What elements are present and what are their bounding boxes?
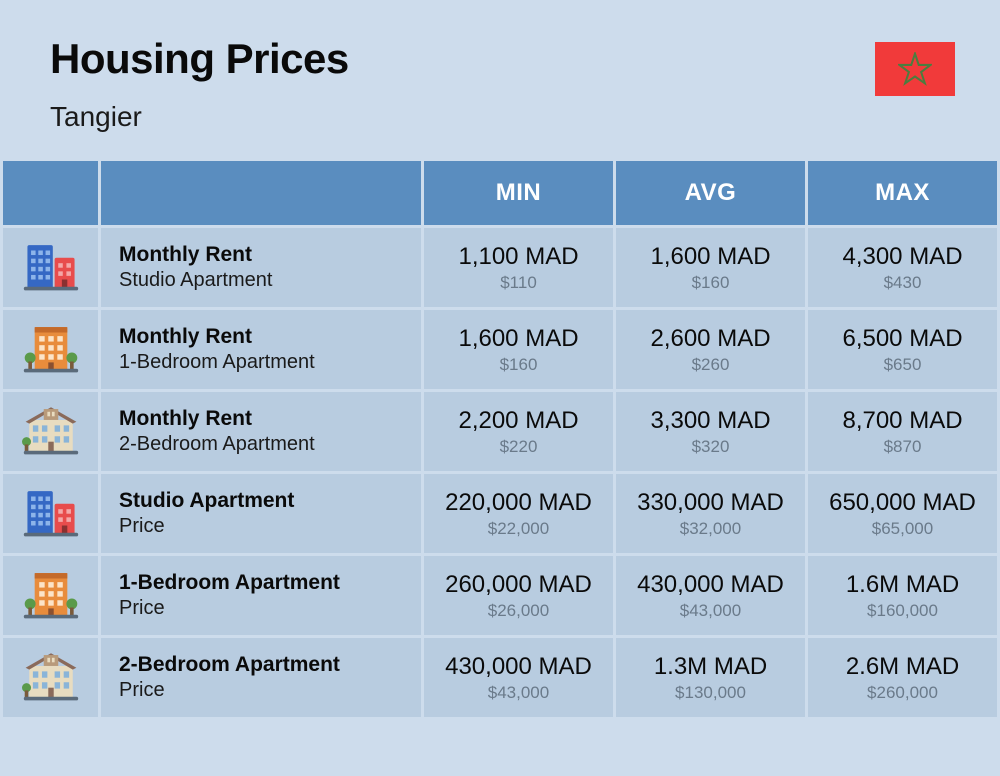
max-sub: $260,000 (816, 683, 989, 703)
row-title: 2-Bedroom Apartment (119, 653, 403, 677)
row-icon-building-orange (3, 556, 98, 635)
table-row: Studio Apartment Price 220,000 MAD $22,0… (3, 474, 997, 553)
table-row: 1-Bedroom Apartment Price 260,000 MAD $2… (3, 556, 997, 635)
avg-value-cell: 430,000 MAD $43,000 (616, 556, 805, 635)
max-main: 6,500 MAD (816, 325, 989, 353)
min-sub: $26,000 (432, 601, 605, 621)
morocco-flag-icon (875, 42, 955, 96)
max-main: 8,700 MAD (816, 407, 989, 435)
min-main: 430,000 MAD (432, 653, 605, 681)
avg-main: 330,000 MAD (624, 489, 797, 517)
min-value-cell: 1,600 MAD $160 (424, 310, 613, 389)
avg-value-cell: 1.3M MAD $130,000 (616, 638, 805, 717)
page-subtitle: Tangier (50, 101, 950, 133)
min-main: 220,000 MAD (432, 489, 605, 517)
avg-value-cell: 3,300 MAD $320 (616, 392, 805, 471)
min-value-cell: 220,000 MAD $22,000 (424, 474, 613, 553)
max-value-cell: 8,700 MAD $870 (808, 392, 997, 471)
row-icon-building-house (3, 392, 98, 471)
header-empty-label (101, 161, 421, 225)
page-title: Housing Prices (50, 35, 950, 83)
max-main: 1.6M MAD (816, 571, 989, 599)
max-sub: $650 (816, 355, 989, 375)
row-subtitle: 1-Bedroom Apartment (119, 351, 403, 374)
row-title: Monthly Rent (119, 325, 403, 349)
max-value-cell: 650,000 MAD $65,000 (808, 474, 997, 553)
min-main: 2,200 MAD (432, 407, 605, 435)
row-title: Monthly Rent (119, 243, 403, 267)
max-value-cell: 6,500 MAD $650 (808, 310, 997, 389)
row-subtitle: 2-Bedroom Apartment (119, 433, 403, 456)
min-sub: $220 (432, 437, 605, 457)
row-icon-building-house (3, 638, 98, 717)
avg-value-cell: 1,600 MAD $160 (616, 228, 805, 307)
header-avg: AVG (616, 161, 805, 225)
table-row: 2-Bedroom Apartment Price 430,000 MAD $4… (3, 638, 997, 717)
row-subtitle: Studio Apartment (119, 269, 403, 292)
avg-value-cell: 330,000 MAD $32,000 (616, 474, 805, 553)
min-value-cell: 430,000 MAD $43,000 (424, 638, 613, 717)
row-icon-building-orange (3, 310, 98, 389)
row-label: Monthly Rent 2-Bedroom Apartment (101, 392, 421, 471)
min-sub: $22,000 (432, 519, 605, 539)
min-main: 1,100 MAD (432, 243, 605, 271)
row-title: Monthly Rent (119, 407, 403, 431)
row-icon-building-colorful (3, 228, 98, 307)
avg-main: 2,600 MAD (624, 325, 797, 353)
avg-sub: $32,000 (624, 519, 797, 539)
header-max: MAX (808, 161, 997, 225)
row-label: Monthly Rent 1-Bedroom Apartment (101, 310, 421, 389)
avg-sub: $43,000 (624, 601, 797, 621)
max-sub: $870 (816, 437, 989, 457)
min-value-cell: 260,000 MAD $26,000 (424, 556, 613, 635)
max-sub: $430 (816, 273, 989, 293)
avg-sub: $260 (624, 355, 797, 375)
min-sub: $110 (432, 273, 605, 293)
avg-main: 3,300 MAD (624, 407, 797, 435)
row-label: Studio Apartment Price (101, 474, 421, 553)
min-value-cell: 2,200 MAD $220 (424, 392, 613, 471)
avg-main: 430,000 MAD (624, 571, 797, 599)
header-empty-icon (3, 161, 98, 225)
row-subtitle: Price (119, 679, 403, 702)
housing-prices-table: MIN AVG MAX Monthly Rent Studio Apartmen… (0, 158, 1000, 720)
max-value-cell: 1.6M MAD $160,000 (808, 556, 997, 635)
row-subtitle: Price (119, 515, 403, 538)
avg-main: 1.3M MAD (624, 653, 797, 681)
max-value-cell: 2.6M MAD $260,000 (808, 638, 997, 717)
min-value-cell: 1,100 MAD $110 (424, 228, 613, 307)
row-title: 1-Bedroom Apartment (119, 571, 403, 595)
table-row: Monthly Rent 1-Bedroom Apartment 1,600 M… (3, 310, 997, 389)
min-sub: $160 (432, 355, 605, 375)
avg-sub: $160 (624, 273, 797, 293)
max-sub: $160,000 (816, 601, 989, 621)
table-row: Monthly Rent Studio Apartment 1,100 MAD … (3, 228, 997, 307)
max-main: 4,300 MAD (816, 243, 989, 271)
row-title: Studio Apartment (119, 489, 403, 513)
max-sub: $65,000 (816, 519, 989, 539)
max-main: 650,000 MAD (816, 489, 989, 517)
min-sub: $43,000 (432, 683, 605, 703)
avg-value-cell: 2,600 MAD $260 (616, 310, 805, 389)
max-main: 2.6M MAD (816, 653, 989, 681)
avg-main: 1,600 MAD (624, 243, 797, 271)
header-min: MIN (424, 161, 613, 225)
row-icon-building-colorful (3, 474, 98, 553)
avg-sub: $130,000 (624, 683, 797, 703)
min-main: 260,000 MAD (432, 571, 605, 599)
row-subtitle: Price (119, 597, 403, 620)
max-value-cell: 4,300 MAD $430 (808, 228, 997, 307)
page-header: Housing Prices Tangier (0, 0, 1000, 158)
row-label: Monthly Rent Studio Apartment (101, 228, 421, 307)
avg-sub: $320 (624, 437, 797, 457)
min-main: 1,600 MAD (432, 325, 605, 353)
row-label: 1-Bedroom Apartment Price (101, 556, 421, 635)
table-header-row: MIN AVG MAX (3, 161, 997, 225)
row-label: 2-Bedroom Apartment Price (101, 638, 421, 717)
table-row: Monthly Rent 2-Bedroom Apartment 2,200 M… (3, 392, 997, 471)
